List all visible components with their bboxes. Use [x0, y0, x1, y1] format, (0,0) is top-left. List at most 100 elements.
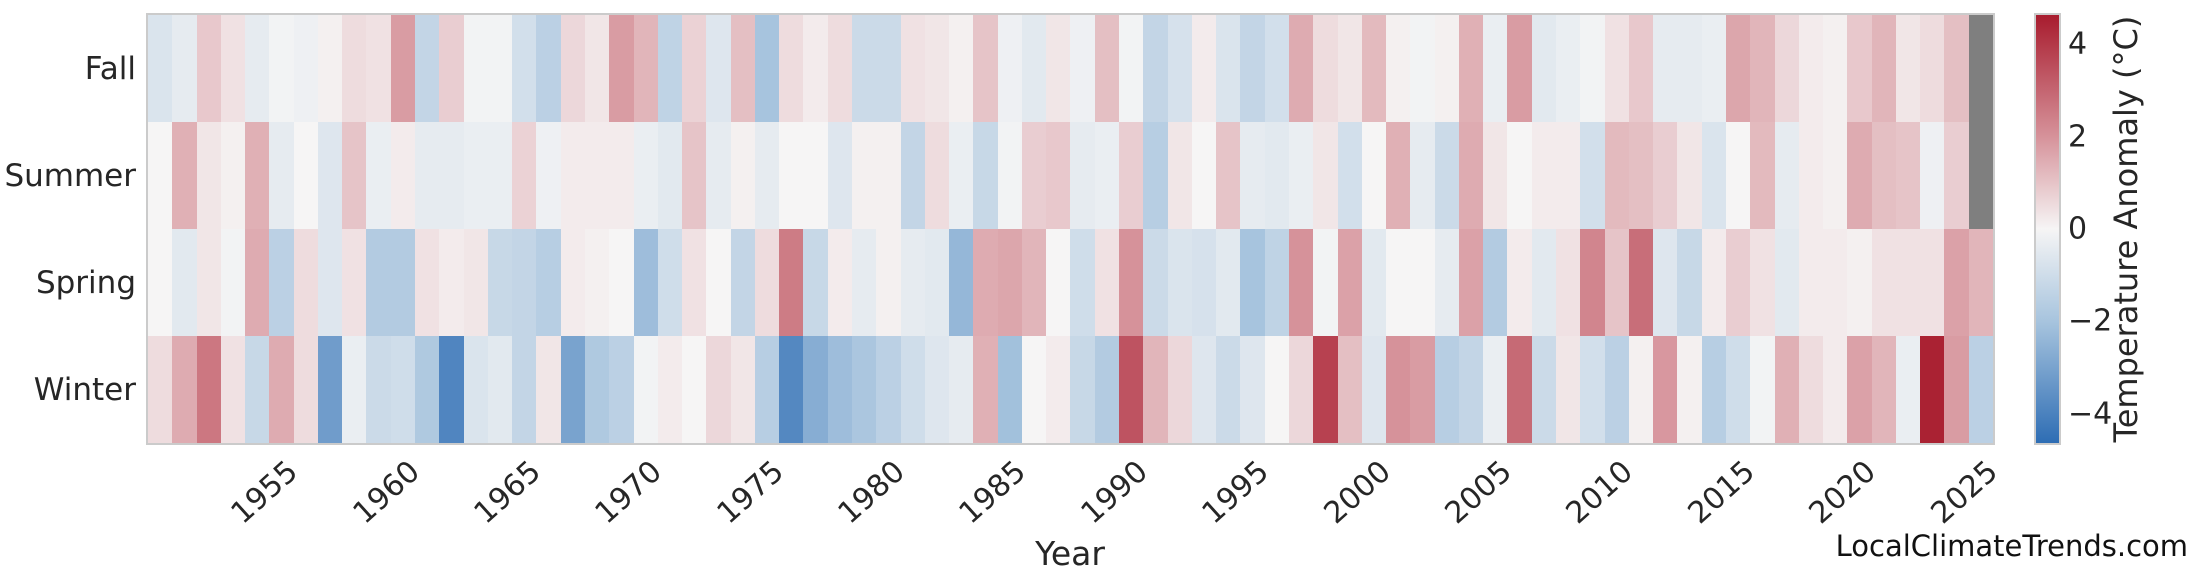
plot-area-border: [146, 13, 1995, 445]
heatmap-cell: [1386, 336, 1411, 443]
heatmap-cell: [852, 336, 877, 443]
heatmap-cell: [560, 15, 585, 122]
heatmap-cell: [1871, 122, 1896, 229]
colorbar-tick-label: 2: [2068, 119, 2088, 155]
heatmap-cell: [1458, 336, 1484, 443]
heatmap-cell: [1725, 122, 1751, 229]
heatmap-cell: [609, 15, 634, 122]
heatmap-cell: [682, 229, 707, 336]
heatmap-cell: [415, 122, 440, 229]
heatmap-cell: [706, 229, 731, 336]
heatmap-cell: [536, 15, 561, 122]
heatmap-cell: [827, 229, 852, 336]
heatmap-cell: [1653, 15, 1678, 122]
heatmap-cell: [1119, 15, 1144, 122]
colorbar-tick-label: 0: [2068, 211, 2088, 247]
x-tick-label: 2025: [1924, 454, 2005, 532]
heatmap-cell: [1434, 15, 1459, 122]
heatmap-cell: [1895, 122, 1921, 229]
heatmap-cell: [1653, 229, 1678, 336]
heatmap-cell: [342, 336, 367, 443]
heatmap-cell: [1750, 336, 1775, 443]
heatmap-cell: [512, 336, 537, 443]
heatmap-cell: [172, 336, 197, 443]
heatmap-cell: [1386, 229, 1411, 336]
heatmap-cell: [1021, 336, 1047, 443]
heatmap-cell: [803, 336, 828, 443]
heatmap-cell: [1410, 336, 1435, 443]
heatmap-cell: [900, 336, 925, 443]
heatmap-cell: [1944, 122, 1969, 229]
heatmap-cell: [245, 229, 270, 336]
heatmap-cell: [1119, 336, 1144, 443]
heatmap-cell: [997, 336, 1022, 443]
heatmap-cell: [487, 336, 513, 443]
heatmap-cell: [1580, 122, 1605, 229]
heatmap-cell: [1288, 15, 1314, 122]
heatmap-cell: [1313, 336, 1338, 443]
heatmap-cell: [220, 15, 246, 122]
heatmap-cell: [852, 229, 877, 336]
heatmap-cell: [487, 229, 513, 336]
x-tick-label: 1960: [346, 454, 427, 532]
heatmap-cell: [1701, 229, 1726, 336]
row-label: Winter: [33, 371, 136, 408]
heatmap-cell: [390, 229, 416, 336]
heatmap-cell: [1653, 336, 1678, 443]
heatmap-cell: [1944, 229, 1969, 336]
heatmap-cell: [706, 15, 731, 122]
heatmap-cell: [1386, 15, 1411, 122]
heatmap-cell: [245, 336, 270, 443]
heatmap-cell: [1507, 15, 1532, 122]
heatmap-cell: [148, 122, 173, 229]
heatmap-cell: [1677, 229, 1702, 336]
heatmap-cell: [1070, 15, 1095, 122]
heatmap-cell: [487, 122, 513, 229]
heatmap-cell: [1410, 15, 1435, 122]
heatmap-cell: [172, 15, 197, 122]
heatmap-cell: [1725, 15, 1751, 122]
heatmap-cell: [973, 336, 998, 443]
heatmap-cell: [1798, 336, 1824, 443]
heatmap-cell: [1944, 15, 1969, 122]
heatmap-cell: [730, 15, 755, 122]
x-tick-label: 1980: [831, 454, 912, 532]
heatmap-cell: [1531, 15, 1557, 122]
heatmap-cell: [196, 122, 221, 229]
x-tick-label: 1955: [224, 454, 305, 532]
heatmap-cell: [1337, 336, 1362, 443]
heatmap-cell: [852, 15, 877, 122]
heatmap-cell: [317, 122, 343, 229]
heatmap-cell: [1216, 336, 1241, 443]
heatmap-cell: [1507, 122, 1532, 229]
heatmap-cell: [1143, 122, 1168, 229]
heatmap-cell: [1094, 122, 1120, 229]
heatmap-cell: [1823, 122, 1848, 229]
heatmap-cell: [196, 336, 221, 443]
heatmap-cell: [196, 15, 221, 122]
heatmap-cell: [293, 336, 318, 443]
heatmap-cell: [1798, 122, 1824, 229]
heatmap-cell: [584, 229, 610, 336]
heatmap-cell: [900, 229, 925, 336]
heatmap-cell: [245, 122, 270, 229]
heatmap-cell: [730, 229, 755, 336]
heatmap-cell: [1434, 229, 1459, 336]
heatmap-cell: [682, 15, 707, 122]
heatmap-cell: [682, 122, 707, 229]
heatmap-cell: [1046, 336, 1071, 443]
heatmap-cell: [1434, 122, 1459, 229]
colorbar-tick-label: −2: [2068, 303, 2113, 339]
heatmap-cell: [682, 336, 707, 443]
heatmap-cell: [512, 229, 537, 336]
heatmap-cell: [657, 122, 683, 229]
heatmap-cell: [1580, 336, 1605, 443]
heatmap-cell: [1410, 122, 1435, 229]
heatmap-cell: [1094, 336, 1120, 443]
heatmap-cell: [1458, 229, 1484, 336]
x-tick-label: 2010: [1559, 454, 1641, 532]
heatmap-cell: [973, 229, 998, 336]
heatmap-cell: [633, 229, 658, 336]
heatmap-cell: [172, 122, 197, 229]
